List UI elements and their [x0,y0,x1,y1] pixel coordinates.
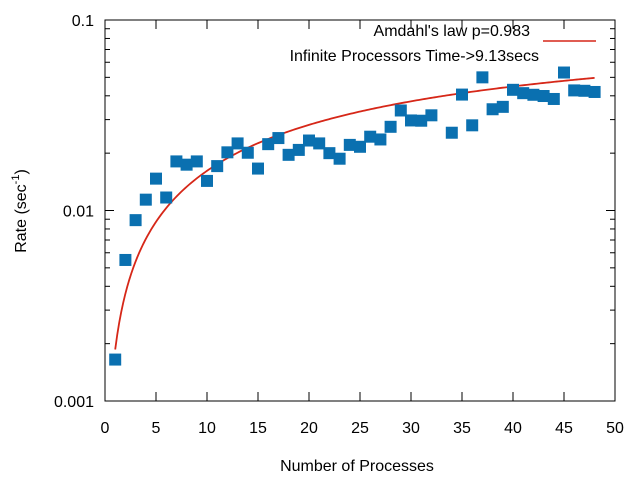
data-point [425,109,438,122]
data-point [139,193,152,206]
data-point [568,84,581,97]
x-tick-label: 0 [101,420,110,437]
data-point [384,120,397,133]
x-tick-label: 25 [351,420,369,437]
data-point [109,353,122,366]
data-point [160,191,173,204]
x-tick-label: 45 [555,420,573,437]
data-point [129,214,142,227]
x-tick-label: 50 [606,420,624,437]
data-point [517,87,530,100]
data-point [272,132,285,145]
data-point [394,104,407,117]
data-point [201,174,213,187]
y-axis-title-group: Rate (sec-1) [10,169,30,253]
y-axis-title-exponent: -1 [10,175,22,185]
legend: Amdahl's law p=0.983 Infinite Processors… [290,23,596,65]
data-point [547,92,560,105]
data-point [558,66,570,79]
y-axis-title: Rate (sec-1) [10,169,30,253]
data-point [119,253,132,266]
data-point [374,133,387,146]
data-point [252,162,264,175]
data-point [405,114,417,127]
x-tick-label: 40 [504,420,522,437]
y-axis-title-main: Rate (sec [13,184,30,252]
data-point [507,83,519,96]
data-point [578,84,591,97]
data-point [476,71,489,84]
x-tick-label: 15 [249,420,267,437]
data-point [415,114,428,127]
legend-label-amdahl: Amdahl's law p=0.983 [374,23,531,40]
data-point [486,103,499,116]
data-point [262,138,275,151]
minor-ticks [105,28,615,345]
data-point [211,160,224,173]
data-point [323,147,336,160]
data-point [466,119,479,132]
data-point [292,143,305,156]
plot-frame [104,19,616,402]
data-point [241,146,254,159]
data-point [170,155,183,168]
major-ticks [105,20,615,401]
y-tick-label: 0.01 [63,204,94,221]
y-tick-label: 0.001 [54,394,94,411]
data-point [190,155,203,168]
data-point [354,140,366,153]
x-tick-label: 10 [198,420,216,437]
x-tick-label: 35 [453,420,471,437]
y-tick-label: 0.1 [72,13,94,30]
data-point [343,138,356,151]
data-point [588,85,601,98]
data-point [537,90,550,103]
legend-label-infinite-processors: Infinite Processors Time->9.13secs [290,48,539,65]
x-axis-title: Number of Processes [280,458,434,475]
data-point [496,100,509,113]
data-point [150,172,162,185]
data-point [282,148,295,161]
data-point [180,158,193,171]
data-point [303,134,315,147]
x-tick-labels: 0 5 10 15 20 25 30 35 40 45 50 [101,420,624,437]
data-point [231,137,244,150]
y-tick-labels: 0.001 0.01 0.1 [54,13,94,411]
data-point [333,152,346,165]
data-point [456,88,468,101]
data-point [313,137,326,150]
data-points [109,66,601,366]
x-tick-label: 5 [152,420,161,437]
data-point [221,146,234,159]
x-tick-label: 20 [300,420,318,437]
y-axis-title-end: ) [13,169,30,174]
x-tick-label: 30 [402,420,420,437]
data-point [445,126,458,139]
data-point [527,88,540,101]
data-point [364,130,377,143]
